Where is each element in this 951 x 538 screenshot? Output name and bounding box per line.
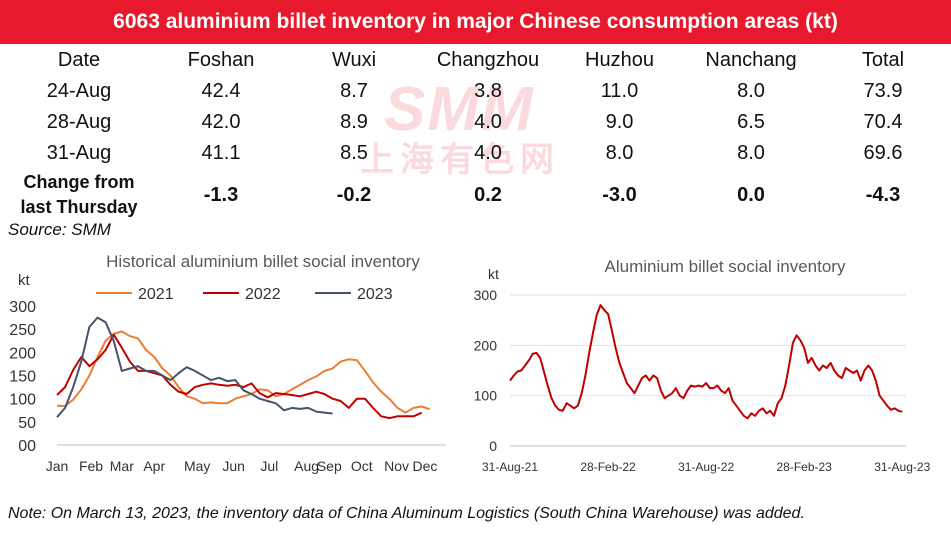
change-value: -3.0 <box>602 183 637 206</box>
y-tick-label: 250 <box>9 322 36 339</box>
x-tick-label: Apr <box>143 458 165 474</box>
change-row: Change from last Thursday -1.3 -0.2 0.2 -… <box>0 169 951 221</box>
table-cell: 69.6 <box>863 142 903 164</box>
table-cell: 11.0 <box>600 80 639 102</box>
footnote: Note: On March 13, 2023, the inventory d… <box>8 505 805 522</box>
table-row: 28-Aug 42.0 8.9 4.0 9.0 6.5 70.4 <box>0 107 951 138</box>
x-tick-label: 31-Aug-23 <box>874 460 930 474</box>
legend-entry: 2021 <box>138 286 174 303</box>
series-line <box>509 304 903 420</box>
change-value: -4.3 <box>865 183 901 206</box>
x-tick-label: Jan <box>46 458 69 474</box>
header-nanchang: Nanchang <box>705 49 797 71</box>
inventory-table: Date Foshan Wuxi Changzhou Huzhou Nancha… <box>0 45 951 221</box>
table-header-row: Date Foshan Wuxi Changzhou Huzhou Nancha… <box>0 45 951 76</box>
y-tick-label: 150 <box>9 369 36 386</box>
table-cell: 3.8 <box>474 80 502 102</box>
series-line-2022 <box>56 333 423 420</box>
x-tick-label: 31-Aug-22 <box>678 460 734 474</box>
title-bar: 6063 aluminium billet inventory in major… <box>0 0 951 44</box>
table-cell: 8.7 <box>340 80 368 102</box>
series-line-2023 <box>56 316 333 418</box>
table-cell: 4.0 <box>474 111 502 133</box>
change-value: -0.2 <box>336 183 372 206</box>
table-cell: 8.5 <box>340 142 368 164</box>
page-title: 6063 aluminium billet inventory in major… <box>113 10 838 33</box>
y-tick-label: 50 <box>18 415 36 432</box>
source-label: Source: SMM <box>8 220 111 239</box>
header-changzhou: Changzhou <box>436 49 540 71</box>
y-tick-label: 0 <box>489 438 497 454</box>
legend-entry: 2023 <box>357 286 393 303</box>
table-cell: 42.4 <box>201 80 241 102</box>
historical-inventory-chart: Historical aluminium billet social inven… <box>9 252 446 474</box>
table-cell: 42.0 <box>201 111 241 133</box>
social-inventory-chart: Aluminium billet social inventory kt 0 100 2… <box>474 257 931 474</box>
y-tick-label: 100 <box>474 388 498 404</box>
table-cell: 70.4 <box>863 111 903 133</box>
legend-entry: 2022 <box>245 286 281 303</box>
y-tick-label: 300 <box>474 287 498 303</box>
series-line-2021 <box>56 330 431 414</box>
change-label: Change from last Thursday <box>0 169 158 221</box>
table-row: 31-Aug 41.1 8.5 4.0 8.0 8.0 69.6 <box>0 138 951 169</box>
table-cell: 6.5 <box>737 111 765 133</box>
table-cell: 8.0 <box>737 80 765 102</box>
header-total: Total <box>861 49 905 71</box>
x-tick-label: Aug <box>294 458 319 474</box>
y-tick-label: 100 <box>9 392 36 409</box>
change-label-line1: Change from <box>23 172 135 192</box>
x-tick-label: Jun <box>222 458 245 474</box>
table-cell: 9.0 <box>605 111 634 133</box>
table-cell: 28-Aug <box>46 111 112 133</box>
table-cell: 41.1 <box>201 142 241 164</box>
change-value: 0.2 <box>474 183 502 206</box>
y-tick-label: 200 <box>474 337 498 353</box>
change-value: 0.0 <box>737 183 765 206</box>
table-cell: 8.9 <box>340 111 368 133</box>
y-tick-label: 300 <box>9 299 36 316</box>
change-value: -1.3 <box>203 183 239 206</box>
header-date: Date <box>57 49 101 71</box>
header-foshan: Foshan <box>187 49 255 71</box>
header-huzhou: Huzhou <box>585 49 654 71</box>
x-tick-label: Feb <box>79 458 103 474</box>
x-tick-label: 28-Feb-23 <box>776 460 832 474</box>
x-tick-label: 28-Feb-22 <box>580 460 636 474</box>
y-axis-unit: kt <box>18 272 31 289</box>
x-tick-label: Mar <box>110 458 134 474</box>
table-row: 24-Aug 42.4 8.7 3.8 11.0 8.0 73.9 <box>0 76 951 107</box>
x-tick-label: Jul <box>260 458 278 474</box>
y-tick-label: 200 <box>9 345 36 362</box>
x-tick-label: Oct <box>351 458 373 474</box>
x-tick-label: 31-Aug-21 <box>482 460 538 474</box>
x-tick-label: Sep <box>317 458 342 474</box>
x-tick-label: Dec <box>412 458 437 474</box>
header-wuxi: Wuxi <box>331 49 377 71</box>
chart-title: Historical aluminium billet social inven… <box>106 252 420 271</box>
x-tick-label: May <box>184 458 210 474</box>
table-cell: 31-Aug <box>46 142 112 164</box>
x-tick-label: Nov <box>384 458 409 474</box>
table-cell: 73.9 <box>863 80 903 102</box>
table-cell: 8.0 <box>737 142 765 164</box>
table-cell: 8.0 <box>605 142 634 164</box>
y-tick-label: 00 <box>18 438 36 455</box>
change-label-line2: last Thursday <box>20 197 138 217</box>
chart-title: Aluminium billet social inventory <box>605 257 846 276</box>
table-cell: 4.0 <box>474 142 502 164</box>
table-cell: 24-Aug <box>46 80 112 102</box>
y-axis-unit: kt <box>488 266 499 282</box>
